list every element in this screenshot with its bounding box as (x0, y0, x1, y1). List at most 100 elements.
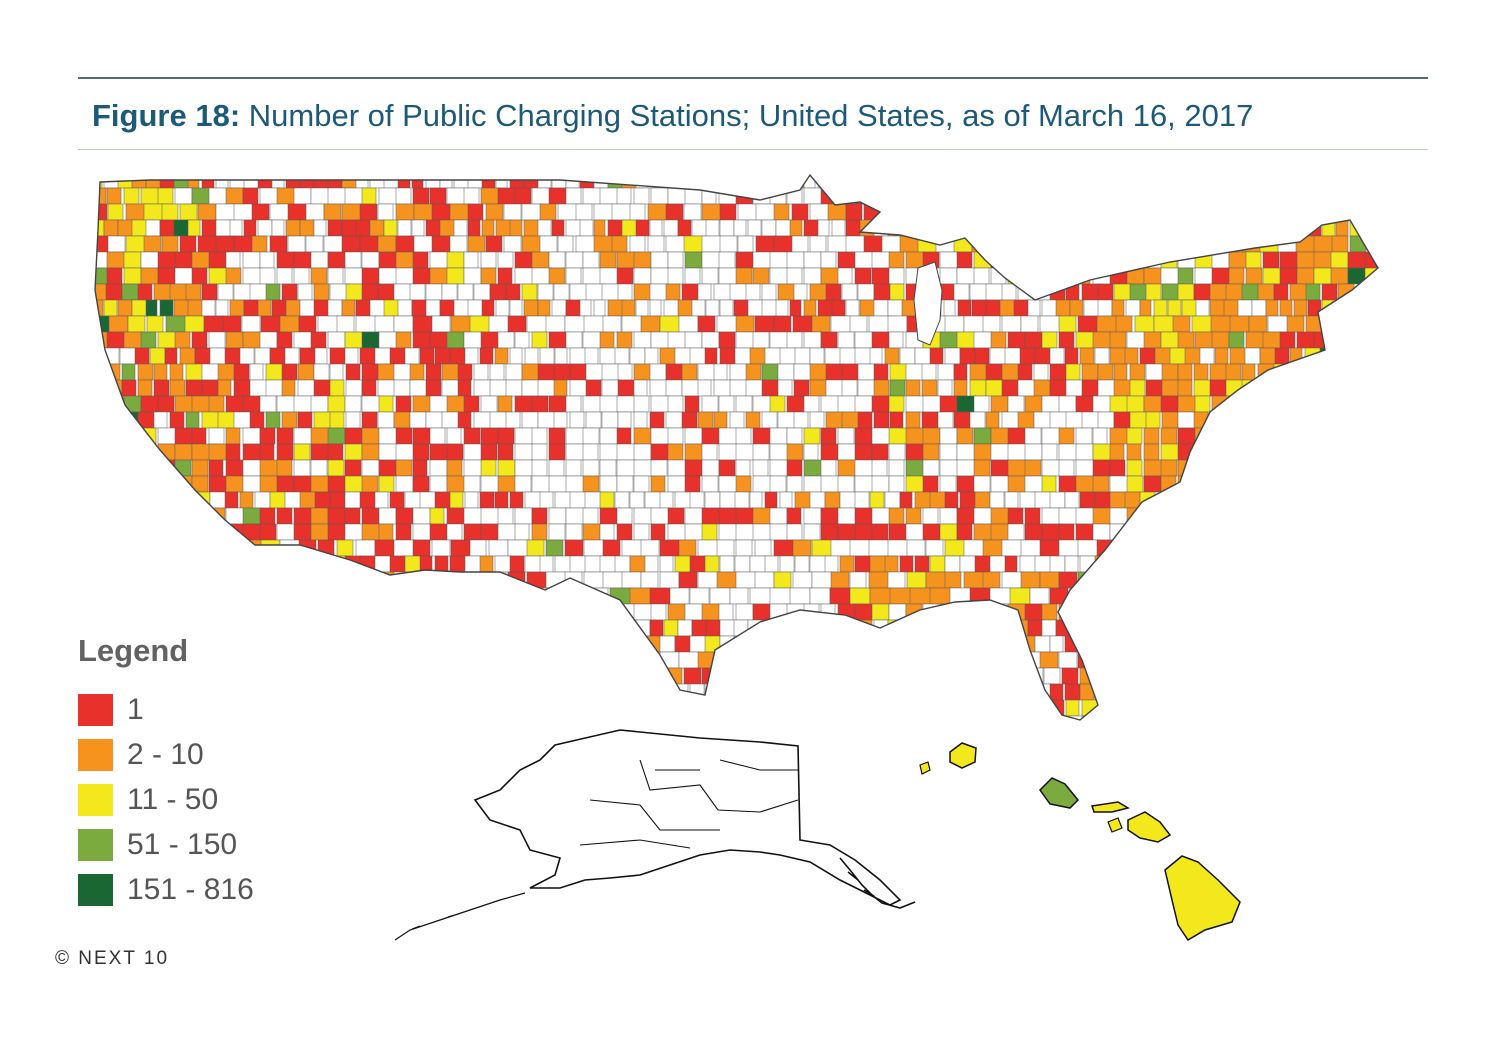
county-cell (217, 715, 233, 720)
county-cell (157, 475, 174, 493)
county-cell (752, 427, 772, 445)
county-cell (884, 347, 900, 365)
county-cell (225, 443, 241, 461)
county-cell (1262, 603, 1284, 621)
county-cell (310, 251, 329, 269)
county-cell (650, 443, 670, 461)
county-cell (585, 363, 605, 381)
county-cell (825, 699, 842, 717)
county-cell (1075, 251, 1094, 269)
county-cell (599, 635, 615, 653)
county-cell (917, 203, 934, 221)
county-cell (225, 523, 246, 541)
county-cell (127, 571, 145, 589)
county-cell (599, 475, 618, 493)
county-cell (854, 491, 870, 509)
county-cell (260, 651, 281, 669)
county-cell (413, 203, 435, 221)
county-cell (1033, 363, 1049, 381)
county-cell (1382, 316, 1401, 332)
county-cell (689, 491, 705, 509)
county-cell (1362, 571, 1378, 589)
county-cell (242, 459, 263, 477)
county-cell (1043, 235, 1063, 253)
county-cell (601, 283, 621, 301)
county-cell (1313, 459, 1330, 477)
county-cell (1295, 203, 1316, 221)
county-cell (944, 635, 962, 653)
county-cell (446, 507, 467, 525)
county-cell (1279, 427, 1297, 445)
county-cell (531, 475, 552, 493)
county-cell (1347, 331, 1367, 349)
county-cell (201, 219, 218, 237)
county-cell (450, 571, 472, 589)
county-cell (449, 635, 467, 653)
county-cell (313, 699, 329, 717)
county-cell (953, 699, 971, 717)
county-cell (1330, 603, 1348, 621)
county-cell (906, 651, 925, 669)
county-cell (431, 571, 450, 589)
county-cell (982, 315, 1001, 333)
county-cell (507, 571, 526, 589)
county-cell (1160, 507, 1176, 525)
county-cell (217, 411, 236, 429)
county-cell (1172, 539, 1194, 557)
county-cell (481, 299, 495, 317)
county-cell (1111, 175, 1128, 189)
county-cell (663, 175, 680, 189)
county-cell (971, 175, 984, 189)
county-cell (752, 187, 772, 205)
county-cell (251, 235, 268, 253)
county-cell (201, 619, 217, 637)
county-cell (201, 283, 218, 301)
county-cell (548, 459, 565, 477)
county-cell (689, 635, 708, 653)
county-cell (644, 347, 659, 365)
county-cell (667, 187, 687, 205)
county-cell (509, 299, 523, 317)
county-cell (480, 459, 497, 477)
county-cell (106, 459, 127, 477)
county-cell (1109, 331, 1127, 349)
county-cell (497, 427, 515, 445)
county-cell (1055, 219, 1074, 237)
county-cell (1377, 299, 1378, 317)
county-cell (1154, 683, 1171, 701)
county-cell (299, 635, 317, 653)
county-cell (925, 571, 947, 589)
county-cell (1124, 635, 1143, 653)
county-cell (1386, 204, 1403, 220)
county-cell (344, 507, 361, 525)
county-cell (165, 571, 186, 589)
county-cell (569, 347, 588, 365)
county-cell (1172, 315, 1191, 333)
county-cell (1228, 507, 1250, 525)
county-cell (1049, 555, 1066, 573)
county-cell (1194, 187, 1212, 205)
county-cell (507, 539, 531, 557)
county-cell (197, 203, 217, 221)
county-cell (269, 347, 288, 365)
county-cell (293, 459, 311, 477)
county-cell (1007, 203, 1024, 221)
county-cell (1289, 635, 1309, 653)
county-cell (95, 363, 109, 381)
county-cell (633, 715, 653, 720)
county-cell (719, 491, 738, 509)
county-cell (820, 459, 837, 477)
county-cell (446, 475, 467, 493)
county-cell (1167, 299, 1182, 317)
county-cell (457, 379, 472, 397)
county-cell (281, 363, 298, 381)
county-cell (1109, 187, 1130, 205)
county-cell (701, 427, 722, 445)
county-cell (383, 299, 401, 317)
county-cell (539, 683, 557, 701)
county-cell (939, 523, 958, 541)
county-cell (107, 235, 126, 253)
county-cell (293, 251, 313, 269)
county-cell (229, 619, 248, 637)
county-cell (254, 683, 272, 701)
